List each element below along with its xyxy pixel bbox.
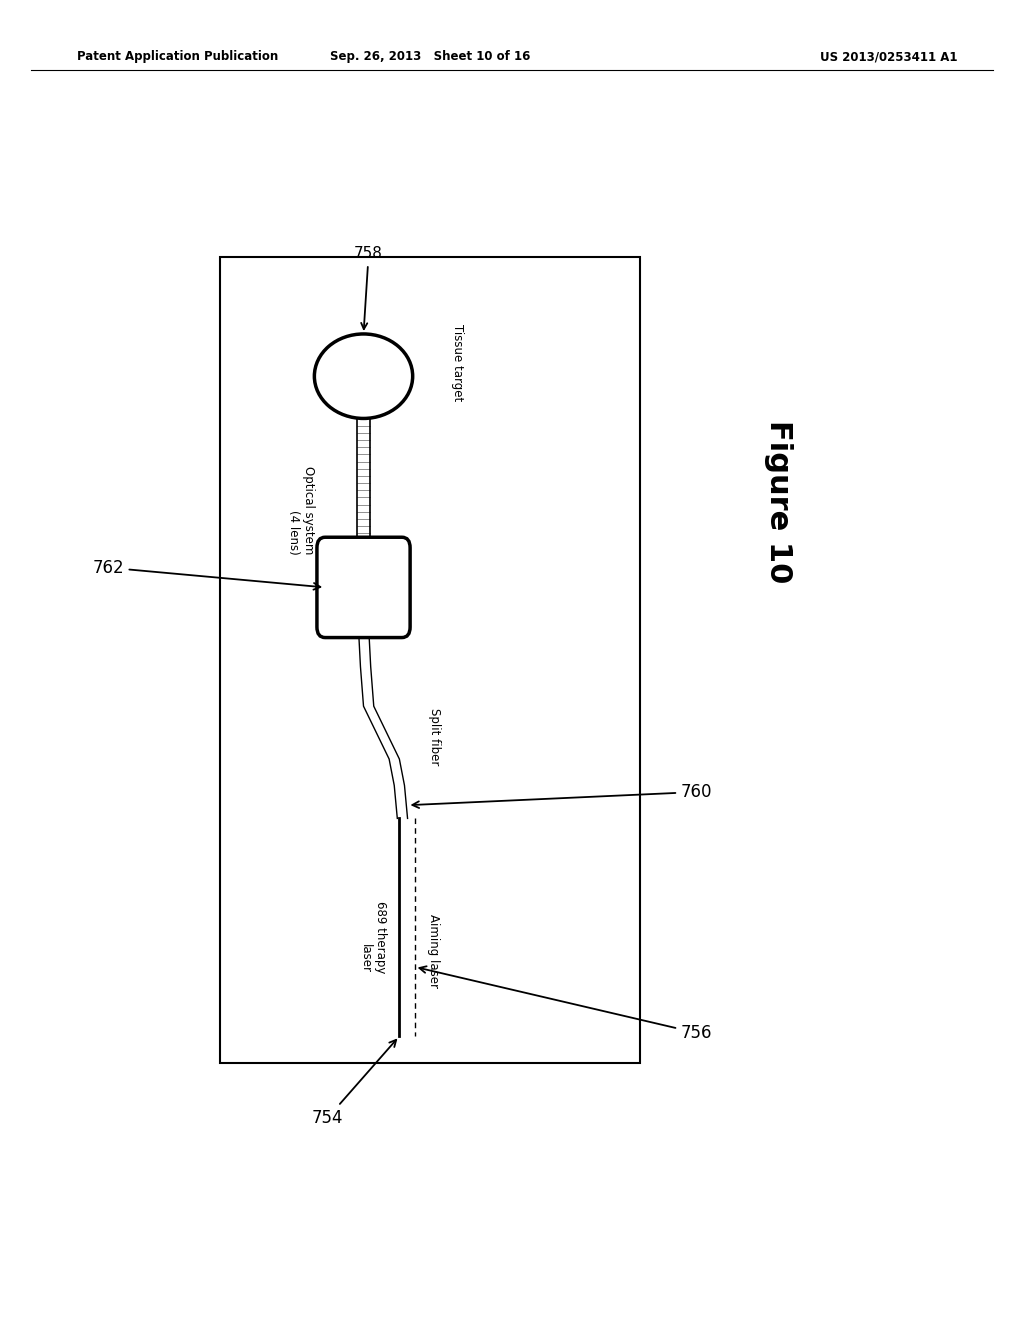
Text: 754: 754 (312, 1040, 396, 1127)
Ellipse shape (314, 334, 413, 418)
Text: 758: 758 (354, 247, 383, 329)
Text: Patent Application Publication: Patent Application Publication (77, 50, 279, 63)
Text: 756: 756 (420, 966, 713, 1041)
Text: Split fiber: Split fiber (428, 709, 441, 766)
Text: Figure 10: Figure 10 (764, 420, 793, 583)
Text: 689 therapy
laser: 689 therapy laser (359, 902, 387, 973)
Text: Sep. 26, 2013   Sheet 10 of 16: Sep. 26, 2013 Sheet 10 of 16 (330, 50, 530, 63)
Text: 762: 762 (92, 558, 321, 590)
Bar (220, 257, 640, 1063)
Text: 760: 760 (413, 783, 713, 808)
Text: Optical system
(4 lens): Optical system (4 lens) (287, 466, 315, 554)
Text: Tissue target: Tissue target (451, 325, 464, 401)
Text: Aiming laser: Aiming laser (427, 915, 440, 989)
Text: US 2013/0253411 A1: US 2013/0253411 A1 (820, 50, 957, 63)
FancyBboxPatch shape (317, 537, 410, 638)
